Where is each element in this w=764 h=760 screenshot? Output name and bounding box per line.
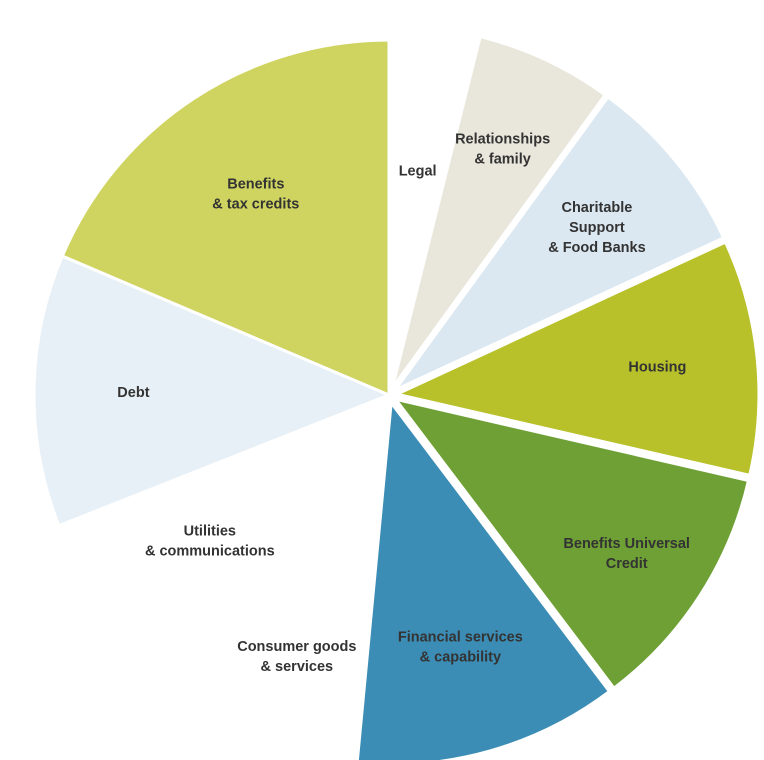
pie-slice-charitable <box>390 94 726 394</box>
pie-label-line: Benefits <box>227 177 284 193</box>
pie-label-line: & communications <box>145 543 275 559</box>
pie-label-housing: Housing <box>628 359 686 375</box>
pie-label-debt: Debt <box>117 385 149 401</box>
pie-slice-benefits-tax-credits <box>60 38 391 398</box>
pie-label-line: Debt <box>117 385 149 401</box>
pie-label-relationships: Relationships & family <box>455 132 550 168</box>
pie-label-financial: Financial services & capability <box>398 629 523 665</box>
pie-slice-debt <box>32 254 393 528</box>
pie-label-line: Credit <box>606 556 648 572</box>
pie-label-line: & Food Banks <box>548 240 645 256</box>
pie-label-line: Housing <box>628 359 686 375</box>
pie-label-line: Financial services <box>398 629 523 645</box>
pie-label-charitable: Charitable Support & Food Banks <box>548 200 645 256</box>
pie-label-line: Support <box>569 220 625 236</box>
pie-slice-universal-credit <box>392 396 751 691</box>
pie-slices <box>32 34 761 760</box>
pie-label-consumer: Consumer goods & services <box>237 639 356 675</box>
pie-label-line: Relationships <box>455 132 550 148</box>
pie-label-line: & family <box>474 152 530 168</box>
pie-slice-financial <box>355 398 612 760</box>
pie-label-line: & tax credits <box>212 197 299 213</box>
pie-slice-consumer <box>191 394 391 751</box>
pie-slice-utilities <box>56 391 393 694</box>
pie-label-line: Charitable <box>561 200 632 216</box>
pie-label-line: & capability <box>420 649 501 665</box>
pie-slice-housing <box>392 240 761 478</box>
pie-labels: Legal Relationships & family Charitable Supp… <box>117 132 690 676</box>
pie-label-utilities: Utilities & communications <box>145 523 275 559</box>
pie-label-line: Consumer goods <box>237 639 356 655</box>
pie-label-legal: Legal <box>399 163 437 179</box>
pie-label-line: Utilities <box>184 523 236 539</box>
pie-label-line: & services <box>261 659 334 675</box>
pie-label-line: Benefits Universal <box>563 536 690 552</box>
pie-slice-relationships <box>390 34 608 389</box>
pie-label-benefits-tax-credits: Benefits & tax credits <box>212 177 299 213</box>
pie-label-universal-credit: Benefits Universal Credit <box>563 536 690 572</box>
pie-label-line: Legal <box>399 163 437 179</box>
